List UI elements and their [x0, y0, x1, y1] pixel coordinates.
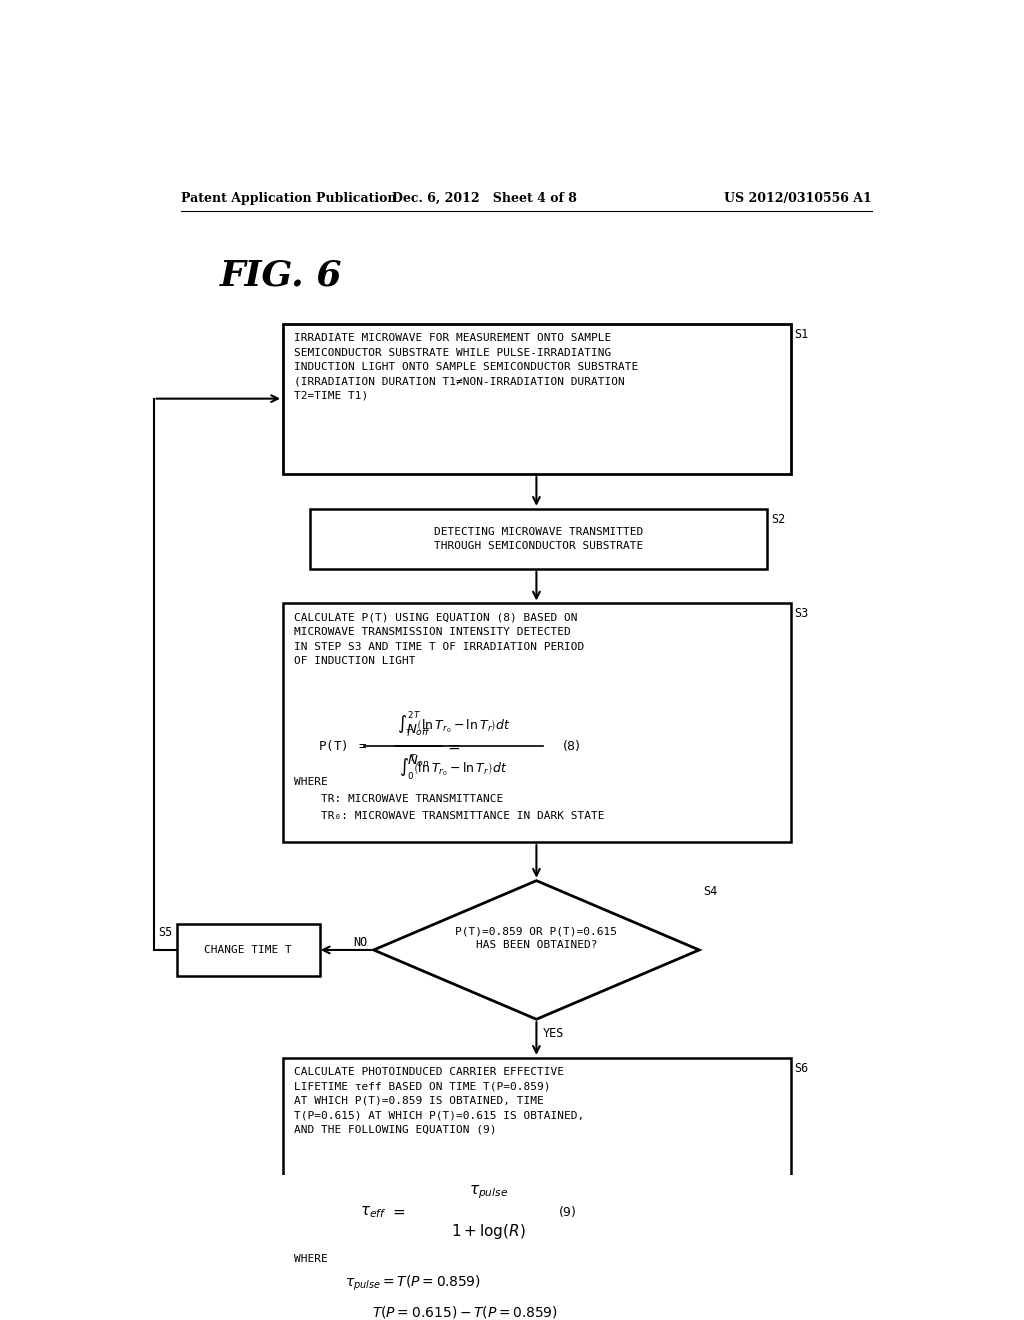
Text: $=$: $=$	[390, 1204, 406, 1220]
Text: $=$: $=$	[445, 738, 462, 754]
Text: YES: YES	[543, 1027, 564, 1040]
Text: NO: NO	[353, 936, 368, 949]
Bar	[283, 1057, 791, 1320]
Text: WHERE: WHERE	[294, 1254, 328, 1265]
Text: TR: MICROWAVE TRANSMITTANCE: TR: MICROWAVE TRANSMITTANCE	[294, 793, 503, 804]
Text: $(9)$: $(9)$	[558, 1204, 577, 1220]
Text: P(T)=0.859 OR P(T)=0.615
HAS BEEN OBTAINED?: P(T)=0.859 OR P(T)=0.615 HAS BEEN OBTAIN…	[456, 927, 617, 950]
Text: CALCULATE P(T) USING EQUATION (8) BASED ON
MICROWAVE TRANSMISSION INTENSITY DETE: CALCULATE P(T) USING EQUATION (8) BASED …	[294, 612, 584, 665]
Bar	[283, 603, 791, 842]
Text: FIG. 6: FIG. 6	[219, 259, 342, 293]
Text: $\tau_{pulse} = T(P = 0.859)$: $\tau_{pulse} = T(P = 0.859)$	[345, 1274, 481, 1292]
Text: $N_{off}$: $N_{off}$	[406, 723, 431, 738]
Text: $\int_{0}^{T}\!\left(\ln T_{r_0} - \ln T_r\right)dt$: $\int_{0}^{T}\!\left(\ln T_{r_0} - \ln T…	[399, 752, 508, 783]
Text: IRRADIATE MICROWAVE FOR MEASUREMENT ONTO SAMPLE
SEMICONDUCTOR SUBSTRATE WHILE PU: IRRADIATE MICROWAVE FOR MEASUREMENT ONTO…	[294, 333, 638, 401]
Text: $N_{on}$: $N_{on}$	[408, 754, 430, 768]
Text: Patent Application Publication: Patent Application Publication	[180, 191, 396, 205]
Text: CALCULATE PHOTOINDUCED CARRIER EFFECTIVE
LIFETIME τeff BASED ON TIME T(P=0.859)
: CALCULATE PHOTOINDUCED CARRIER EFFECTIVE…	[294, 1067, 584, 1135]
Text: S4: S4	[703, 884, 717, 898]
Text: P(T) $\mathdefault{=}$: P(T) $\mathdefault{=}$	[317, 738, 367, 754]
Text: S5: S5	[159, 927, 173, 939]
Polygon shape	[374, 880, 699, 1019]
Text: WHERE: WHERE	[294, 776, 328, 787]
Text: $1 + \log(R)$: $1 + \log(R)$	[451, 1221, 525, 1241]
Text: US 2012/0310556 A1: US 2012/0310556 A1	[724, 191, 872, 205]
Text: S3: S3	[795, 607, 809, 620]
Text: $\tau_{pulse}$: $\tau_{pulse}$	[469, 1184, 508, 1201]
Bar	[177, 924, 321, 977]
Text: $(8)$: $(8)$	[562, 738, 581, 754]
Text: CHANGE TIME T: CHANGE TIME T	[204, 945, 292, 954]
Text: TR₀: MICROWAVE TRANSMITTANCE IN DARK STATE: TR₀: MICROWAVE TRANSMITTANCE IN DARK STA…	[294, 810, 604, 821]
Text: $T(P = 0.615) - T(P = 0.859)$: $T(P = 0.615) - T(P = 0.859)$	[373, 1304, 558, 1320]
Text: S6: S6	[795, 1061, 809, 1074]
Text: DETECTING MICROWAVE TRANSMITTED
THROUGH SEMICONDUCTOR SUBSTRATE: DETECTING MICROWAVE TRANSMITTED THROUGH …	[434, 527, 643, 550]
Text: $\int_{T}^{2T}\!\left(\ln T_{r_0} - \ln T_r\right)dt$: $\int_{T}^{2T}\!\left(\ln T_{r_0} - \ln …	[396, 710, 510, 739]
Bar	[310, 508, 767, 569]
Text: Dec. 6, 2012   Sheet 4 of 8: Dec. 6, 2012 Sheet 4 of 8	[392, 191, 577, 205]
Text: S2: S2	[771, 512, 785, 525]
Text: $\tau_{eff}$: $\tau_{eff}$	[360, 1204, 387, 1220]
Text: S1: S1	[795, 327, 809, 341]
Bar	[283, 323, 791, 474]
